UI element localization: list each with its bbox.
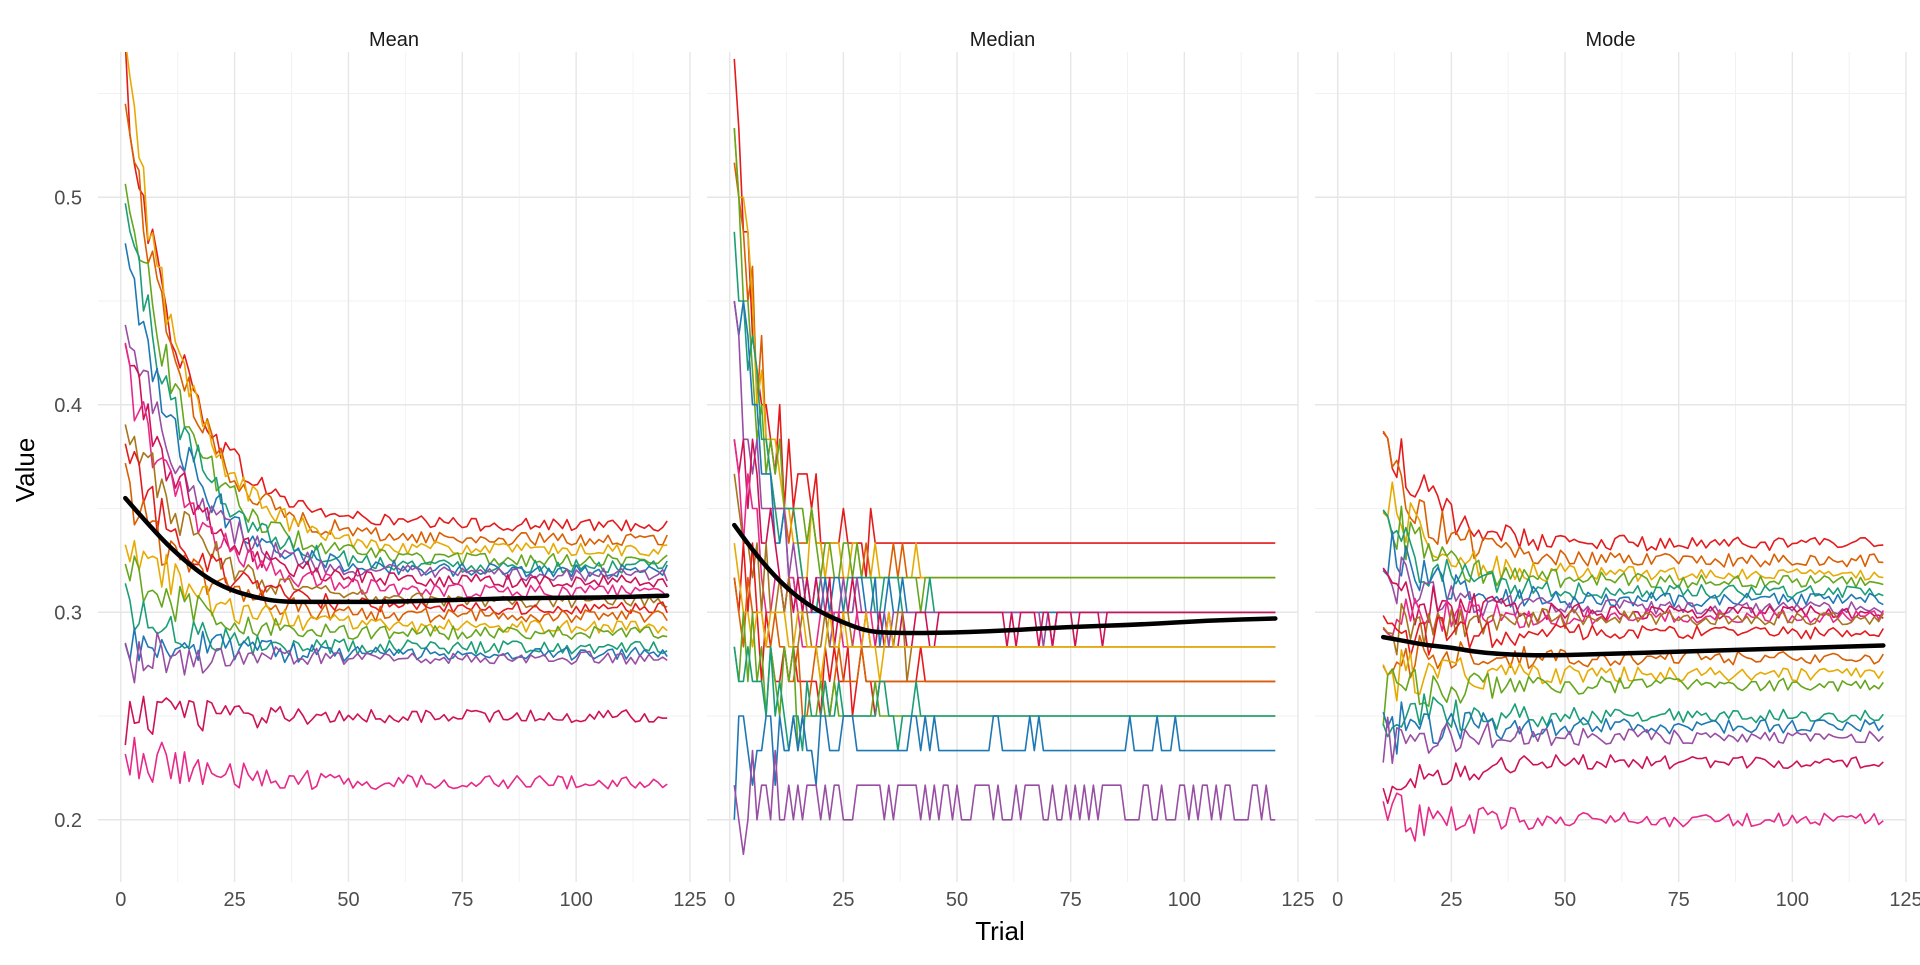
y-axis-title: Value — [10, 438, 40, 503]
facet-title: Median — [970, 29, 1036, 51]
x-tick-label: 0 — [724, 889, 735, 911]
series-line — [733, 58, 1276, 579]
x-tick-label: 100 — [559, 889, 592, 911]
x-tick-label: 125 — [1281, 889, 1314, 911]
series-line — [1382, 509, 1884, 601]
series-line — [124, 695, 668, 746]
series-line — [733, 542, 1276, 683]
facet-title: Mean — [369, 29, 419, 51]
series-line — [733, 128, 1276, 579]
series-line — [1382, 649, 1884, 702]
facet-panel: Median 0 25 50 75 100 125 — [707, 29, 1315, 911]
trend-line — [123, 495, 670, 605]
series-line — [124, 539, 668, 634]
x-tick-label: 50 — [1554, 889, 1576, 911]
y-tick-label: 0.3 — [54, 602, 82, 624]
x-tick-label: 75 — [1060, 889, 1082, 911]
series-line — [124, 443, 668, 615]
series-line — [733, 646, 1276, 752]
x-tick-label: 0 — [1332, 889, 1343, 911]
series-line — [1382, 556, 1884, 617]
series-line — [733, 715, 1276, 820]
x-tick-label: 25 — [223, 889, 245, 911]
x-tick-label: 100 — [1168, 889, 1201, 911]
x-tick-label: 75 — [1668, 889, 1690, 911]
series-line — [126, 52, 668, 557]
x-tick-label: 125 — [673, 889, 706, 911]
series-line — [1382, 634, 1884, 679]
series-line — [733, 162, 1276, 579]
series-line — [1382, 615, 1884, 658]
series-line — [124, 555, 668, 641]
x-tick-label: 50 — [946, 889, 968, 911]
x-tick-label: 50 — [337, 889, 359, 911]
x-tick-label: 25 — [1440, 889, 1462, 911]
facet-title: Mode — [1585, 29, 1635, 51]
series-line — [124, 344, 668, 589]
y-tick-label: 0.5 — [54, 187, 82, 209]
series-line — [1382, 505, 1884, 589]
y-tick-label: 0.4 — [54, 395, 82, 417]
series-line — [733, 128, 1276, 614]
series-line — [1382, 716, 1884, 765]
facet-panel: Mean 0 25 50 75 100 125 0.2 0.3 0.4 0.5 — [54, 29, 707, 911]
x-tick-label: 0 — [115, 889, 126, 911]
x-tick-label: 75 — [451, 889, 473, 911]
series-line — [1382, 597, 1885, 638]
series-line — [1382, 754, 1884, 804]
series-group — [124, 52, 668, 790]
series-line — [124, 103, 668, 547]
series-line — [1382, 792, 1884, 842]
series-group — [1382, 430, 1885, 842]
x-tick-label: 125 — [1889, 889, 1920, 911]
trend-line — [732, 522, 1278, 636]
series-line — [733, 231, 1276, 614]
series-line — [124, 243, 668, 578]
y-tick-label: 0.2 — [54, 810, 82, 832]
trend-line — [1380, 634, 1886, 658]
series-line — [733, 749, 1276, 856]
series-line — [124, 324, 668, 582]
series-line — [124, 736, 668, 790]
x-tick-label: 100 — [1776, 889, 1809, 911]
series-line — [1382, 701, 1884, 755]
series-line — [1382, 432, 1884, 552]
series-group — [733, 58, 1276, 856]
series-line — [124, 627, 668, 664]
facet-panel: Mode 0 25 50 75 100 125 — [1315, 29, 1920, 911]
series-line — [1382, 430, 1884, 568]
series-line — [124, 631, 668, 684]
series-line — [1382, 693, 1884, 738]
series-line — [1382, 481, 1884, 583]
x-tick-label: 25 — [832, 889, 854, 911]
series-line — [1382, 668, 1884, 726]
x-axis-title: Trial — [975, 916, 1025, 946]
series-line — [1382, 530, 1884, 609]
series-line — [124, 52, 668, 532]
